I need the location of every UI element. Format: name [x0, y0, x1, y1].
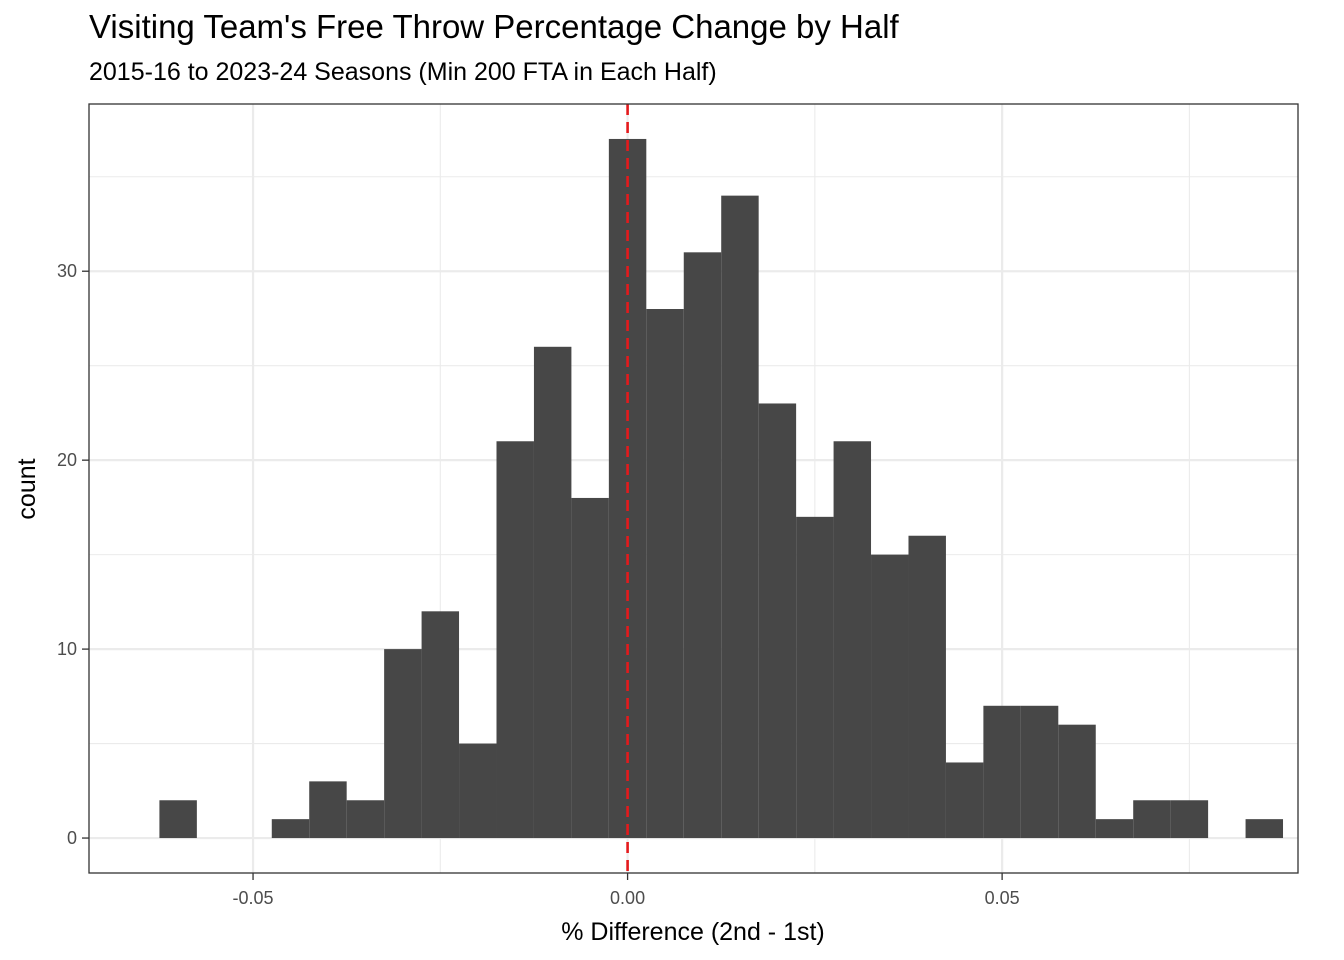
histogram-bar [459, 743, 497, 839]
histogram-bar [871, 554, 909, 839]
histogram-bar [309, 781, 347, 839]
histogram-bar [1058, 724, 1096, 839]
histogram-bar [758, 403, 797, 839]
histogram-bar [983, 705, 1021, 839]
histogram-bar [271, 819, 310, 839]
histogram-bar [1245, 819, 1284, 839]
chart-subtitle: 2015-16 to 2023-24 Seasons (Min 200 FTA … [89, 58, 717, 86]
y-tick-label: 30 [57, 261, 77, 281]
plot-panel-border [88, 103, 1299, 874]
histogram-bar [159, 800, 197, 839]
histogram-bar [796, 516, 834, 839]
histogram-bar [646, 309, 684, 839]
y-axis-title: count [13, 458, 41, 519]
histogram-bar [571, 497, 609, 839]
y-tick-label: 10 [57, 639, 77, 659]
chart-title: Visiting Team's Free Throw Percentage Ch… [89, 8, 899, 45]
histogram-bar [908, 535, 946, 839]
x-tick-label: -0.05 [233, 888, 274, 908]
histogram-bar [1170, 800, 1209, 839]
y-tick-label: 20 [57, 450, 77, 470]
histogram-bar [1133, 800, 1171, 839]
histogram-bar [683, 252, 722, 839]
histogram-bar [1020, 705, 1059, 839]
y-tick-label: 0 [67, 828, 77, 848]
x-tick-label: 0.00 [610, 888, 645, 908]
histogram-bar [721, 195, 759, 839]
histogram-bar [384, 649, 422, 839]
axes: -0.05 0.00 0.05 0 10 20 30 [57, 261, 1020, 908]
histogram-bar [496, 441, 534, 839]
x-axis-title: % Difference (2nd - 1st) [561, 918, 825, 946]
histogram-bars [159, 138, 1284, 839]
x-tick-label: 0.05 [985, 888, 1020, 908]
histogram-bar [533, 346, 572, 839]
histogram-bar [346, 800, 385, 839]
histogram-bar [945, 762, 984, 839]
histogram-bar [421, 611, 460, 839]
histogram-bar [1095, 819, 1134, 839]
histogram-bar [833, 441, 872, 839]
